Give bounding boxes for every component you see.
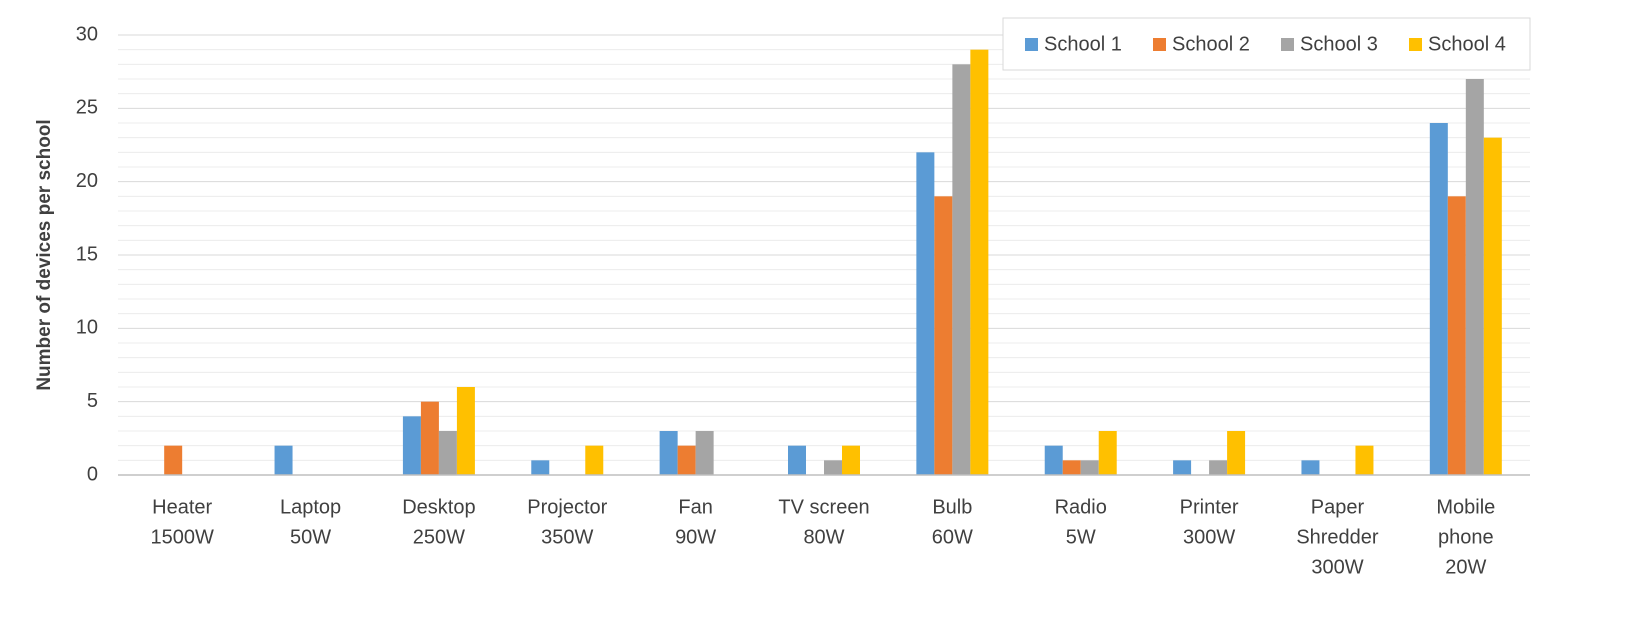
x-tick-label: Bulb [932,496,972,518]
x-tick-label: phone [1438,526,1494,548]
legend-swatch [1153,38,1166,51]
bar [1465,79,1484,475]
bar [1227,431,1246,475]
x-tick-label: 60W [932,526,973,548]
legend-label: School 4 [1428,33,1506,55]
legend-swatch [1281,38,1294,51]
x-tick-label: Paper [1311,496,1365,518]
x-tick-label: Printer [1180,496,1239,518]
legend-box [1002,17,1531,71]
bar [438,431,457,475]
bar [585,445,604,475]
x-tick-label: 350W [541,526,593,548]
y-tick-label: 20 [76,170,98,192]
bar [1301,460,1320,475]
y-tick-label: 25 [76,97,98,119]
x-tick-label: Desktop [402,496,475,518]
bar [1173,460,1192,475]
x-tick-label: Fan [678,496,712,518]
legend-swatch [1409,38,1422,51]
bar [677,445,696,475]
x-tick-label: 250W [413,526,465,548]
bar [934,196,953,476]
bar [1483,137,1502,475]
bar [531,460,550,475]
x-tick-label: 300W [1311,556,1363,578]
bar [456,387,475,475]
legend-swatch [1025,38,1038,51]
bar [1062,460,1081,475]
bar [402,416,421,475]
x-tick-label: Mobile [1436,496,1495,518]
y-axis-label: Number of devices per school [34,119,55,390]
x-tick-label: 50W [290,526,331,548]
x-tick-label: 300W [1183,526,1235,548]
bar [420,401,439,475]
y-tick-label: 5 [87,390,98,412]
bar [1355,445,1374,475]
bar [274,445,293,475]
bar [1429,123,1448,475]
bar [164,445,183,475]
bar [952,64,971,475]
bar [824,460,842,475]
y-tick-label: 10 [76,317,98,339]
bar [916,152,935,476]
legend-label: School 2 [1172,33,1250,55]
bar [1080,460,1099,475]
bar [1209,460,1228,475]
x-tick-label: Projector [527,496,607,518]
x-tick-label: Heater [152,496,212,518]
x-tick-label: 90W [675,526,716,548]
x-tick-label: 5W [1066,526,1096,548]
legend-label: School 1 [1044,33,1122,55]
x-tick-label: 1500W [150,526,213,548]
y-tick-label: 15 [76,243,98,265]
y-tick-label: 0 [87,463,98,485]
x-tick-label: TV screen [778,496,869,518]
bar [1447,196,1466,476]
y-tick-label: 30 [76,23,98,45]
x-tick-label: Radio [1055,496,1107,518]
bar [1098,431,1117,475]
bar [695,431,714,475]
bar [1044,445,1063,475]
x-tick-label: Laptop [280,496,341,518]
bar [788,445,806,475]
bar [970,49,989,476]
x-tick-label: Shredder [1296,526,1379,548]
x-tick-label: 20W [1445,556,1486,578]
x-tick-label: 80W [803,526,844,548]
legend-label: School 3 [1300,33,1378,55]
bar [842,445,860,475]
bar [659,431,678,475]
